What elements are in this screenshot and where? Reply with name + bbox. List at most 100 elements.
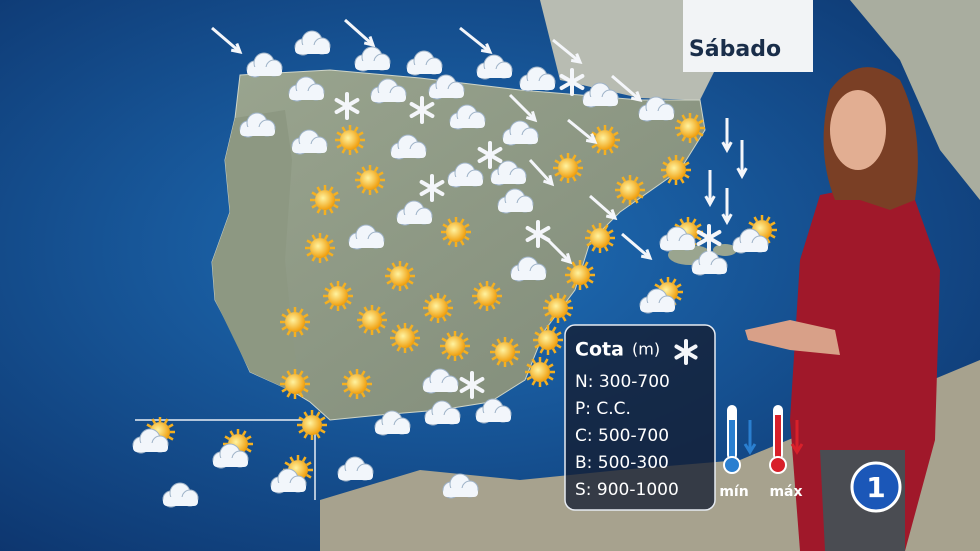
portugal xyxy=(212,110,300,395)
cloud-base xyxy=(429,89,464,98)
sun-ray xyxy=(363,328,369,334)
sun-ray xyxy=(320,428,326,434)
cloud-base xyxy=(349,239,384,248)
sun-ray xyxy=(544,299,550,305)
snow-icon xyxy=(477,141,503,169)
sun-ray xyxy=(667,178,673,184)
sun-icon xyxy=(661,155,691,185)
face xyxy=(830,90,886,170)
sun-ray xyxy=(298,308,304,314)
sun-icon xyxy=(305,233,335,263)
sun-ray xyxy=(151,418,157,424)
sun-icon xyxy=(543,293,573,323)
wind-arrow xyxy=(344,18,376,48)
sun-ray xyxy=(676,283,682,289)
sun-ray xyxy=(531,380,537,386)
arrow-shaft xyxy=(611,74,641,102)
sun-ray xyxy=(346,287,352,293)
sun-ray xyxy=(513,355,519,361)
sun-ray xyxy=(353,148,359,154)
sun-ray xyxy=(373,188,379,194)
cloud-icon xyxy=(424,400,461,426)
sun-ray xyxy=(447,240,453,246)
sun-ray xyxy=(608,241,614,247)
sun-ray xyxy=(613,143,619,149)
sun-icon xyxy=(565,260,595,290)
sun-ray xyxy=(679,156,685,162)
sun-disc xyxy=(362,310,382,330)
sun-ray xyxy=(693,114,699,120)
arrow-head xyxy=(585,133,598,144)
cloud-icon xyxy=(447,162,484,188)
cloud-base xyxy=(640,303,675,312)
sun-ray xyxy=(543,380,549,386)
arrow-head xyxy=(605,209,618,221)
sun-ray xyxy=(596,126,602,132)
cloud-base xyxy=(443,488,478,497)
sun-ray xyxy=(328,251,334,257)
cloud-icon xyxy=(490,160,527,186)
sun-ray xyxy=(608,126,614,132)
sun-ray xyxy=(424,299,430,305)
cloud-icon xyxy=(638,96,675,122)
sun-ray xyxy=(441,316,447,322)
sun-ray xyxy=(375,328,381,334)
sun-ray xyxy=(576,159,582,165)
sun-ray xyxy=(429,294,435,300)
cloud-icon xyxy=(337,456,374,482)
sun-ray xyxy=(341,126,347,132)
sun-ray xyxy=(621,176,627,182)
sun-disc xyxy=(477,286,497,306)
sun-ray xyxy=(442,235,448,241)
sun-ray xyxy=(654,283,660,289)
sun-ray xyxy=(386,267,392,273)
sun-ray xyxy=(459,218,465,224)
sun-ray xyxy=(365,387,371,393)
wind-arrow xyxy=(611,74,643,103)
sun-icon xyxy=(423,293,453,323)
snow-icon xyxy=(459,371,485,399)
cloud-icon xyxy=(270,468,307,494)
italy xyxy=(850,0,980,200)
sun-ray xyxy=(696,223,702,229)
cloud-icon xyxy=(510,256,547,282)
sun-disc xyxy=(590,228,610,248)
sun-icon xyxy=(385,261,415,291)
sun-ray xyxy=(478,304,484,310)
cloud-icon xyxy=(519,66,556,92)
sun-ray xyxy=(613,131,619,137)
sun-ray xyxy=(681,114,687,120)
sun-disc xyxy=(620,180,640,200)
legend-row: C: 500-700 xyxy=(575,426,669,446)
sun-ray xyxy=(328,239,334,245)
sun-ray xyxy=(323,256,329,262)
sun-ray xyxy=(303,375,309,381)
sun-icon xyxy=(355,165,385,195)
sun-icon xyxy=(280,307,310,337)
snow-stroke xyxy=(696,230,722,246)
snow-icon xyxy=(409,96,435,124)
wind-arrow xyxy=(721,118,733,154)
sun-ray xyxy=(539,348,545,354)
cloud-icon xyxy=(374,410,411,436)
cloud-base xyxy=(240,127,275,136)
sun-ray xyxy=(348,370,354,376)
sun-ray xyxy=(491,355,497,361)
sun-icon xyxy=(585,223,615,253)
wind-arrow xyxy=(459,26,493,54)
cloud-icon xyxy=(582,82,619,108)
sun-ray xyxy=(513,343,519,349)
sun-ray xyxy=(408,267,414,273)
sun-ray xyxy=(544,311,550,317)
sun-ray xyxy=(303,411,309,417)
cloud-icon xyxy=(132,428,169,454)
sun-ray xyxy=(163,418,169,424)
sun-ray xyxy=(336,143,342,149)
arrow-head xyxy=(704,195,716,208)
sun-ray xyxy=(551,326,557,332)
sun-ray xyxy=(356,183,362,189)
sun-ray xyxy=(360,392,366,398)
cloud-base xyxy=(289,91,324,100)
sun-ray xyxy=(556,331,562,337)
sun-ray xyxy=(306,473,312,479)
